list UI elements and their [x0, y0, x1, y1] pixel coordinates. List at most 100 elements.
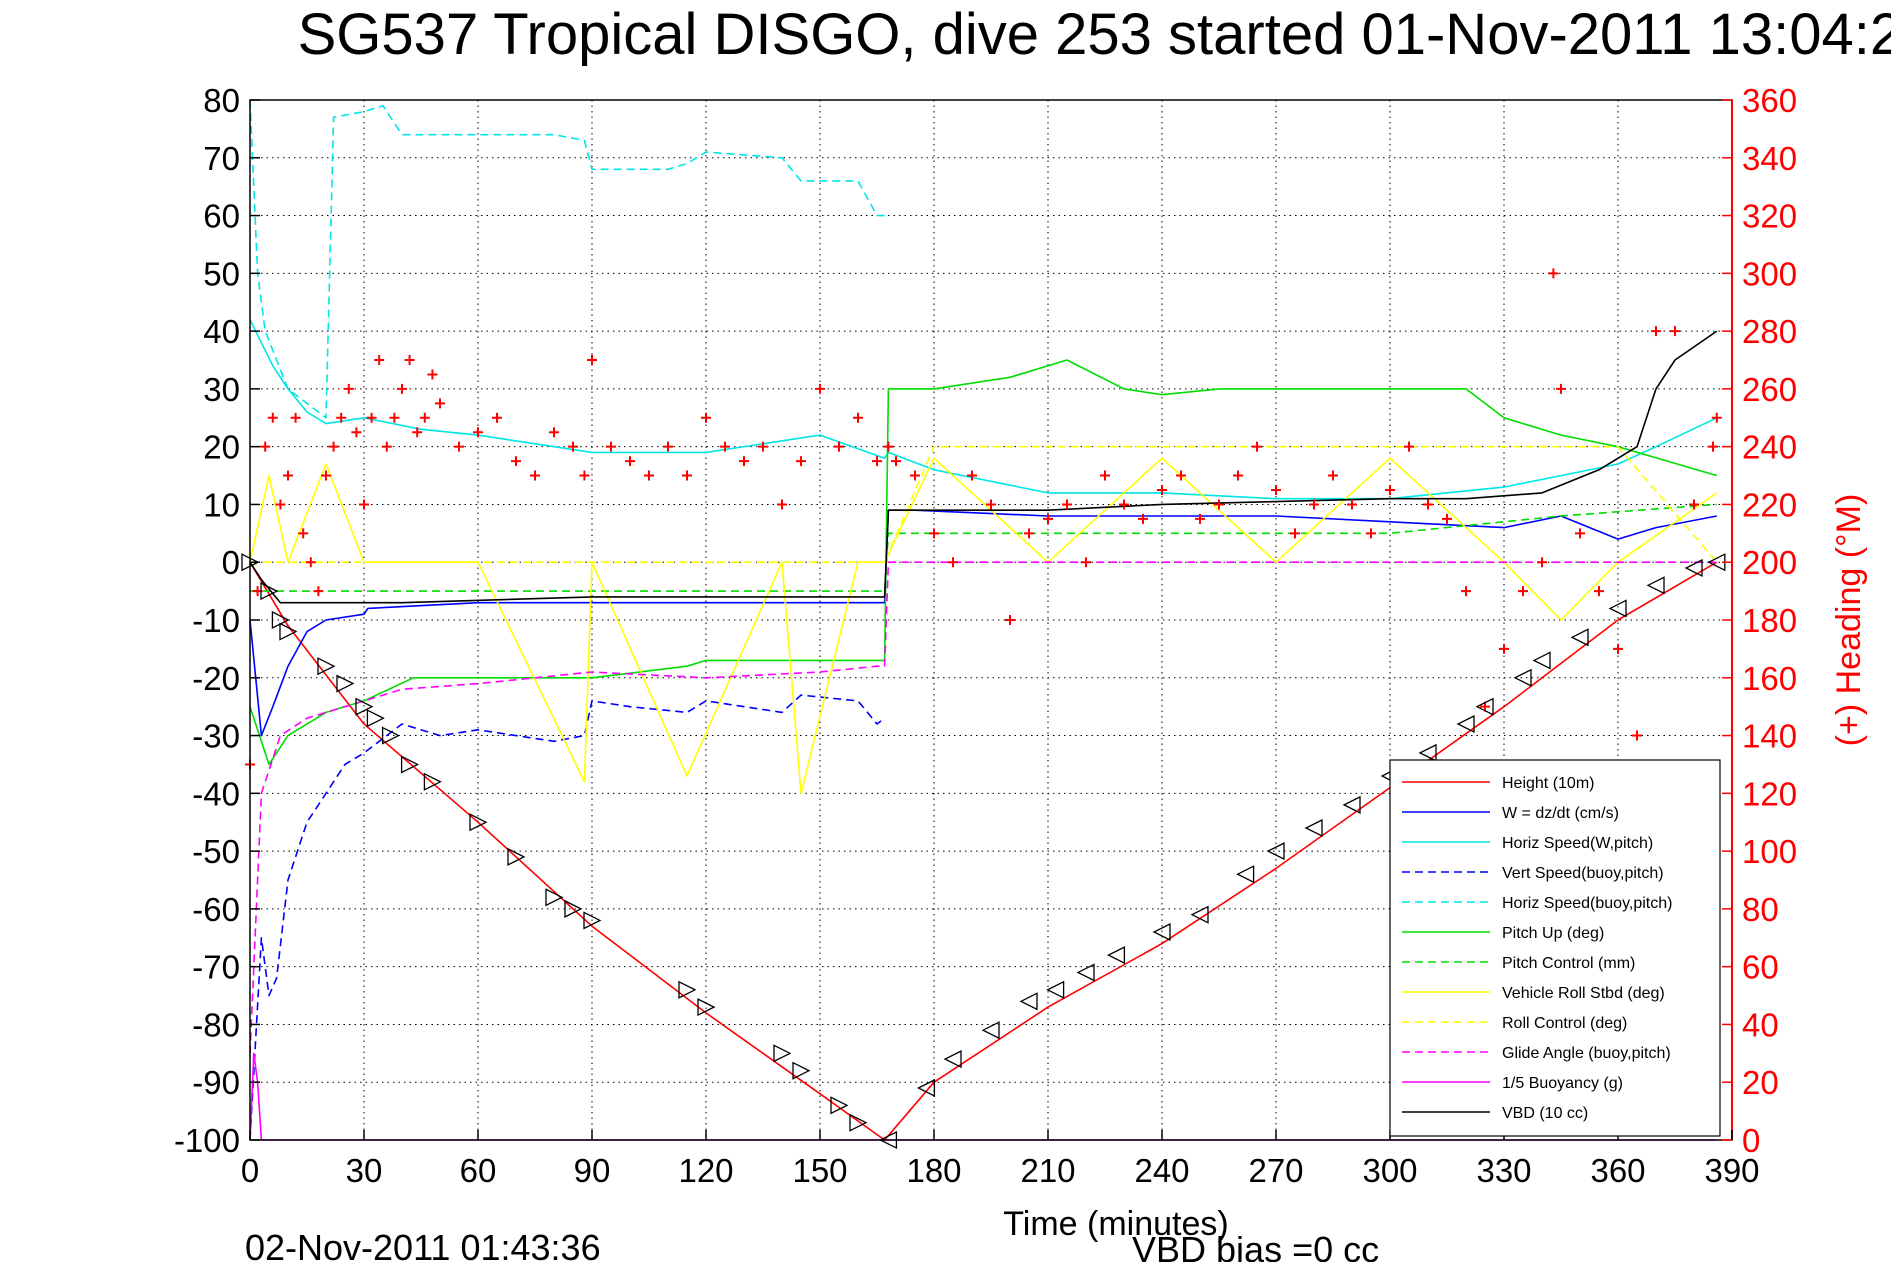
heading-point: [1176, 470, 1186, 481]
heading-point: [625, 456, 635, 467]
heading-point: [1195, 513, 1205, 524]
legend-entry-label: Glide Angle (buoy,pitch): [1502, 1045, 1671, 1062]
heading-point: [1711, 412, 1722, 423]
y2-tick-label: 180: [1742, 602, 1797, 639]
y2-tick-label: 340: [1742, 140, 1797, 177]
heading-point: [1119, 499, 1129, 510]
height-marker: [1304, 818, 1323, 838]
x-tick-label: 210: [1020, 1152, 1075, 1189]
heading-point: [1689, 499, 1699, 510]
height-marker: [1532, 651, 1551, 670]
heading-point: [313, 586, 324, 597]
height-marker: [1646, 576, 1665, 595]
series-line-3: [249, 319, 1718, 500]
heading-point: [321, 470, 331, 481]
heading-point: [359, 499, 369, 510]
heading-point: [1005, 615, 1015, 625]
y2-tick-label: 240: [1742, 429, 1797, 466]
y2-tick-label: 40: [1742, 1006, 1779, 1043]
height-marker: [336, 674, 355, 693]
heading-point: [435, 398, 445, 409]
legend-entry-label: Roll Control (deg): [1502, 1015, 1627, 1032]
heading-point: [1100, 470, 1110, 481]
y2-tick-label: 0: [1742, 1122, 1760, 1159]
height-marker: [583, 911, 602, 930]
heading-point: [275, 499, 286, 510]
heading-point: [1328, 470, 1338, 481]
heading-point: [343, 383, 354, 394]
legend-entry-label: W = dz/dt (cm/s): [1502, 805, 1619, 822]
heading-point: [1309, 499, 1319, 510]
height-marker: [916, 1078, 936, 1098]
heading-point: [328, 441, 339, 452]
height-marker: [279, 622, 298, 641]
y2-tick-label: 160: [1742, 660, 1797, 697]
heading-layer: [245, 268, 1722, 770]
heading-point: [986, 499, 996, 510]
series-layer: [249, 99, 1718, 1141]
heading-point: [1062, 499, 1072, 510]
x-tick-label: 240: [1134, 1152, 1189, 1189]
heading-point: [834, 441, 844, 452]
heading-point: [929, 528, 939, 539]
heading-point: [381, 441, 392, 452]
heading-point: [739, 456, 749, 467]
series-line-4: [249, 694, 886, 1141]
heading-point: [1290, 528, 1300, 539]
height-marker: [400, 755, 420, 774]
height-marker: [564, 899, 583, 918]
footer-timestamp: 02-Nov-2011 01:43:36: [245, 1227, 601, 1262]
x-tick-label: 60: [460, 1152, 497, 1189]
heading-point: [1632, 730, 1642, 741]
y2-tick-label: 200: [1742, 544, 1797, 581]
x-tick-label: 330: [1476, 1152, 1531, 1189]
heading-point: [427, 369, 438, 380]
heading-point: [260, 441, 271, 452]
heading-point: [1518, 586, 1528, 597]
heading-point: [1708, 441, 1718, 452]
heading-point: [473, 427, 483, 438]
height-marker: [366, 709, 385, 728]
height-marker: [1190, 905, 1209, 924]
heading-point: [419, 412, 430, 423]
height-marker: [943, 1050, 962, 1069]
y2-tick-label: 300: [1742, 255, 1797, 292]
footer-vbd-bias: VBD bias =0 cc: [1132, 1229, 1379, 1262]
height-marker: [1475, 697, 1494, 716]
y-tick-label: -40: [192, 775, 240, 812]
height-marker: [317, 657, 336, 676]
heading-point: [579, 470, 590, 481]
heading-point: [267, 412, 278, 423]
height-marker: [792, 1061, 811, 1080]
heading-point: [351, 427, 362, 438]
heading-point: [549, 427, 559, 438]
x-tick-label: 150: [792, 1152, 847, 1189]
legend-entry-label: Vehicle Roll Stbd (deg): [1502, 985, 1665, 1002]
heading-point: [283, 470, 293, 481]
legend: Height (10m) W = dz/dt (cm/s) Horiz Speed(…: [1389, 759, 1721, 1137]
legend-entry-label: Height (10m): [1502, 775, 1594, 792]
x-tick-label: 30: [346, 1152, 383, 1189]
heading-point: [492, 412, 502, 423]
height-marker: [469, 813, 488, 832]
heading-point: [948, 557, 958, 568]
heading-point: [298, 528, 309, 539]
heading-point: [883, 441, 894, 452]
heading-point: [305, 557, 316, 568]
heading-point: [663, 441, 673, 452]
heading-point: [366, 412, 377, 423]
legend-entry-label: 1/5 Buoyancy (g): [1502, 1075, 1623, 1092]
x-tick-label: 390: [1704, 1152, 1759, 1189]
legend-entry-label: Horiz Speed(W,pitch): [1502, 835, 1653, 852]
legend-entry-label: Horiz Speed(buoy,pitch): [1502, 895, 1672, 912]
height-marker: [355, 697, 374, 716]
heading-point: [1575, 528, 1585, 539]
heading-point: [891, 456, 901, 467]
series-line-8: [249, 457, 1718, 795]
heading-point: [290, 412, 301, 423]
x-tick-label: 120: [678, 1152, 733, 1189]
heading-point: [397, 383, 407, 394]
heading-point: [777, 499, 787, 510]
y2-tick-label: 260: [1742, 371, 1797, 408]
